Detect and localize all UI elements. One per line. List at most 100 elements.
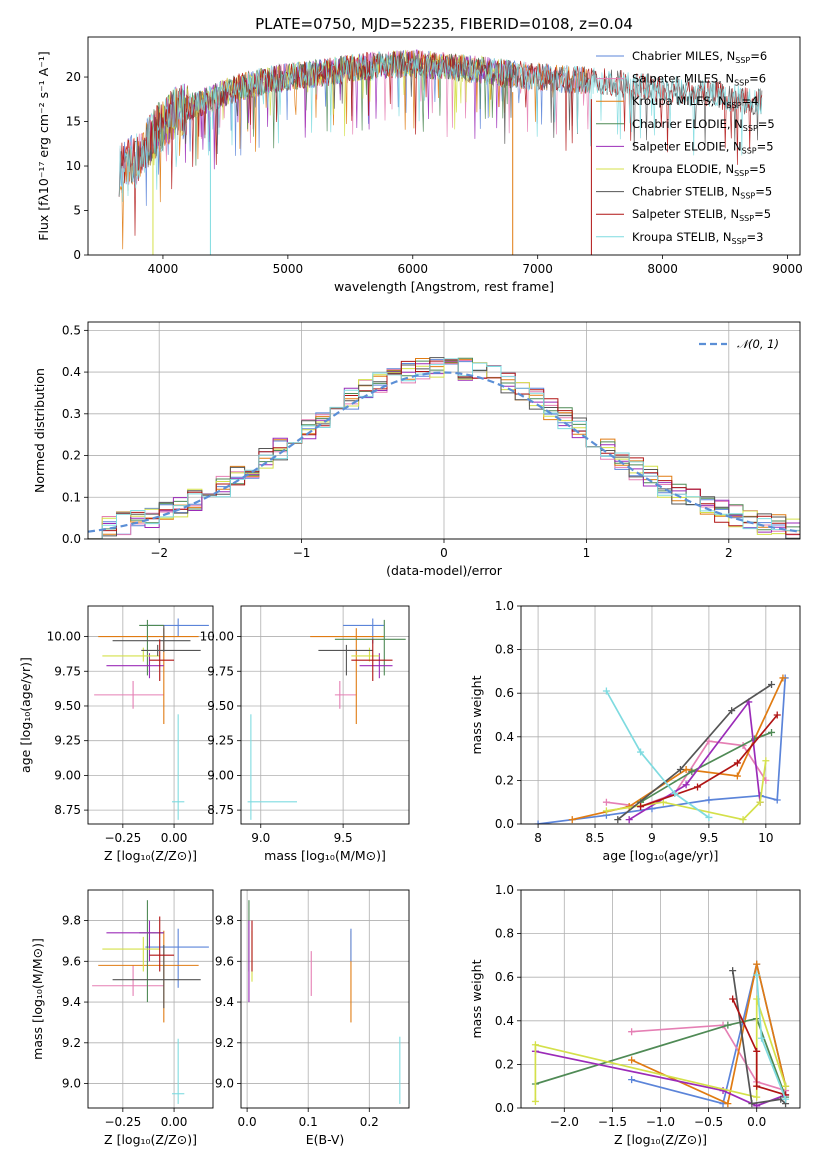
spectrum-line-kroupa_stelib [118,51,763,202]
y-tick-label: 0.3 [62,407,81,421]
series-point [756,798,764,806]
legend-entry-chabrier_miles: Chabrier MILES, NSSP=6 [632,49,767,65]
legend-entry-chabrier_stelib: Chabrier STELIB, NSSP=5 [632,185,772,201]
series-salpeter_stelib [637,711,781,811]
panel-residuals: −2 −1 0 1 2 0.0 0.1 0.2 0.3 0.4 0.5 (data-model)/er… [32,321,801,578]
errorbar-kroupa_stelib [172,714,185,820]
legend-entry-kroupa_miles: Kroupa MILES, NSSP=4 [632,94,758,110]
series-point [768,680,776,688]
errorbar-kroupa_elodie [102,936,160,972]
y-axis-label: mass weight [469,675,484,754]
x-tick-label: 9.5 [699,831,718,845]
ticks-spectrum: 4000 5000 6000 7000 8000 9000 0 5 10 15 20 [66,70,803,276]
panel-weight_vs_age: 8 8.5 9 9.5 10 0.0 0.2 0.4 0.6 0.8 1.0 age [log₁₀(a… [469,599,801,863]
ticks-age_vs_mass: 9.0 9.5 8.75 9.00 9.25 9.50 9.75 10.00 [200,630,353,845]
series-point [637,748,645,756]
x-tick-label: 0.00 [161,831,188,845]
y-tick-label: 9.4 [215,995,234,1009]
axes-frame [87,321,801,540]
y-tick-label: 9.75 [207,664,234,678]
errorbar-salpeter_elodie [359,653,393,679]
errorbar-chabrier_miles [145,928,209,988]
series-point [779,674,787,682]
y-tick-label: 0.1 [62,490,81,504]
series-point [602,798,610,806]
x-tick-label: −2 [150,546,168,560]
series-point [705,737,713,745]
axes-frame [240,889,410,1109]
y-axis-label: Normed distribution [32,368,47,493]
series-point [602,807,610,815]
series-salpeter_stelib [729,995,790,1099]
panel-mass_vs_Z: −0.25 0.00 9.0 9.2 9.4 9.6 9.8 Z [log₁₀(Z/Z⊙)] m… [30,889,214,1147]
x-axis-label: E(B-V) [306,1132,345,1147]
series-point [531,1097,539,1105]
x-tick-label: −0.5 [694,1115,723,1129]
x-tick-label: 0.0 [747,1115,766,1129]
y-tick-label: 0.8 [495,927,514,941]
series-point [773,711,781,719]
y-tick-label: 9.4 [62,995,81,1009]
plot-area-weight_vs_age [534,674,789,824]
axes-frame [520,889,801,1109]
series-line [605,690,710,819]
y-tick-label: 9.0 [62,1077,81,1091]
y-tick-label: 9.50 [207,699,234,713]
x-tick-label: −1 [293,546,311,560]
y-tick-label: 1.0 [495,599,514,613]
y-tick-label: 0.4 [495,730,514,744]
y-tick-label: 8.75 [54,803,81,817]
y-tick-label: 20 [66,70,81,84]
series-point [729,995,737,1003]
plot-area-weight_vs_Z [531,960,790,1108]
y-tick-label: 9.50 [54,699,81,713]
errorbar-salpeter_elodie [106,920,164,962]
series-point [758,1034,766,1042]
plot-area-residuals [88,357,800,539]
errorbar-chabrier_stelib [141,644,201,656]
series-point [753,1082,761,1090]
series-point [782,1082,790,1090]
x-tick-label: −1.5 [598,1115,627,1129]
y-axis-label: mass weight [469,959,484,1038]
series-point [602,687,610,695]
series-point [659,798,667,806]
series-point [628,1056,636,1064]
y-tick-label: 10 [66,159,81,173]
series-point [676,766,684,773]
series-point [625,816,633,824]
y-tick-label: 0.2 [62,449,81,463]
y-tick-label: 0 [73,248,81,262]
legend-entry-chabrier_elodie: Chabrier ELODIE, NSSP=5 [632,117,775,133]
plot-area-mass_vs_Z [92,900,209,1104]
series-point [628,1076,636,1084]
legend-entry-salpeter_miles: Salpeter MILES, NSSP=6 [632,72,766,88]
y-tick-label: 15 [66,115,81,129]
series-point [753,960,761,968]
y-tick-label: 9.00 [207,768,234,782]
series-point [753,971,761,979]
y-tick-label: 9.6 [215,954,234,968]
y-tick-label: 0.0 [495,1101,514,1115]
legend: 𝒩(0, 1) [699,337,779,351]
series-kroupa_stelib [602,687,713,821]
x-tick-label: −1.0 [646,1115,675,1129]
series-point [705,813,713,821]
panel-age_vs_mass: 9.0 9.5 8.75 9.00 9.25 9.50 9.75 10.00 mass [log… [200,605,410,863]
legend-entry-salpeter_stelib: Salpeter STELIB, NSSP=5 [632,207,771,223]
series-line [535,1017,787,1098]
y-tick-label: 0.4 [62,365,81,379]
series-point [614,816,622,824]
y-tick-label: 8.75 [207,803,234,817]
series-point [739,816,747,824]
series-point [671,789,679,797]
series-point [748,1100,756,1108]
y-tick-label: 9.25 [54,734,81,748]
x-tick-label: 4000 [148,262,179,276]
x-axis-label: wavelength [Angstrom, rest frame] [334,279,554,294]
y-tick-label: 9.75 [54,664,81,678]
panel-weight_vs_Z: −2.0 −1.5 −1.0 −0.5 0.0 0.0 0.2 0.4 0.6 0.8 1.0 Z [… [469,883,801,1147]
series-point [705,796,713,804]
x-tick-label: 8 [534,831,542,845]
x-tick-label: 2 [725,546,733,560]
